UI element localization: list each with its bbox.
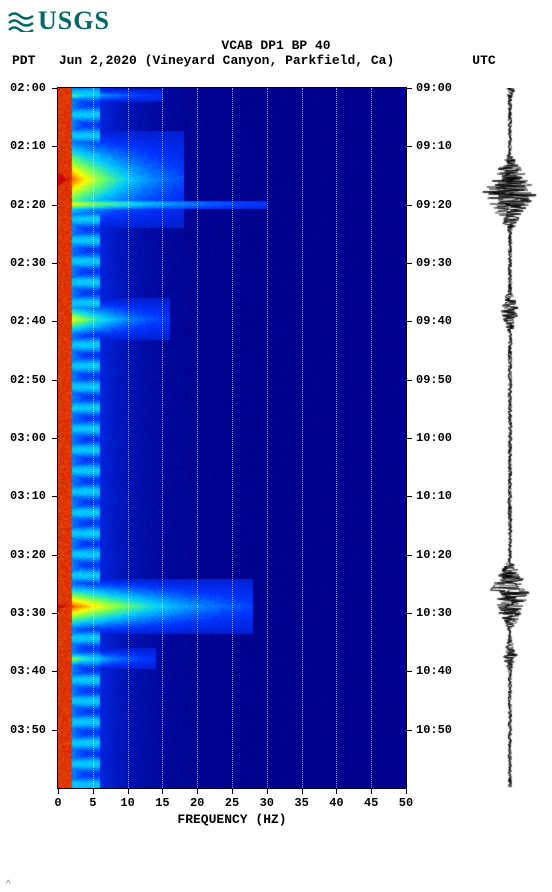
grid-line — [128, 88, 129, 788]
y-tick-left: 02:50 — [10, 373, 46, 387]
x-tick: 40 — [329, 796, 343, 810]
y-tick-left: 03:50 — [10, 723, 46, 737]
y-tick-right: 09:50 — [416, 373, 452, 387]
grid-line — [302, 88, 303, 788]
chart-title-block: VCAB DP1 BP 40 PDT Jun 2,2020 (Vineyard … — [0, 38, 552, 68]
x-tick: 30 — [260, 796, 274, 810]
x-tick: 10 — [120, 796, 134, 810]
y-tick-left: 03:10 — [10, 489, 46, 503]
y-tick-left: 02:40 — [10, 314, 46, 328]
footnote-caret: ^ — [6, 879, 11, 890]
y-tick-left: 02:00 — [10, 81, 46, 95]
y-tick-right: 09:30 — [416, 256, 452, 270]
y-tick-left: 02:10 — [10, 139, 46, 153]
usgs-logo: USGS — [8, 6, 110, 36]
x-tick: 35 — [294, 796, 308, 810]
grid-line — [232, 88, 233, 788]
chart-title-line2: PDT Jun 2,2020 (Vineyard Canyon, Parkfie… — [0, 53, 552, 68]
seismogram-canvas — [480, 88, 540, 788]
seismogram-trace — [480, 88, 540, 788]
grid-line — [162, 88, 163, 788]
y-tick-right: 10:20 — [416, 548, 452, 562]
x-tick: 50 — [399, 796, 413, 810]
y-tick-right: 10:50 — [416, 723, 452, 737]
x-tick: 5 — [89, 796, 96, 810]
y-tick-left: 03:30 — [10, 606, 46, 620]
x-axis-label: FREQUENCY (HZ) — [58, 812, 406, 827]
x-tick: 45 — [364, 796, 378, 810]
x-tick: 0 — [54, 796, 61, 810]
x-tick: 20 — [190, 796, 204, 810]
y-tick-left: 03:20 — [10, 548, 46, 562]
grid-line — [336, 88, 337, 788]
y-tick-right: 09:20 — [416, 198, 452, 212]
usgs-wave-icon — [8, 10, 34, 32]
grid-line — [267, 88, 268, 788]
y-tick-left: 02:20 — [10, 198, 46, 212]
grid-line — [93, 88, 94, 788]
chart-title-line1: VCAB DP1 BP 40 — [0, 38, 552, 53]
usgs-logo-text: USGS — [38, 6, 110, 36]
y-tick-left: 02:30 — [10, 256, 46, 270]
y-tick-right: 10:00 — [416, 431, 452, 445]
grid-line — [197, 88, 198, 788]
y-tick-right: 09:00 — [416, 81, 452, 95]
y-tick-right: 10:40 — [416, 664, 452, 678]
y-tick-right: 10:30 — [416, 606, 452, 620]
y-tick-right: 10:10 — [416, 489, 452, 503]
y-tick-right: 09:40 — [416, 314, 452, 328]
y-tick-left: 03:00 — [10, 431, 46, 445]
spectrogram-plot — [58, 88, 406, 788]
x-tick: 25 — [225, 796, 239, 810]
x-tick: 15 — [155, 796, 169, 810]
y-tick-left: 03:40 — [10, 664, 46, 678]
grid-line — [371, 88, 372, 788]
y-tick-right: 09:10 — [416, 139, 452, 153]
